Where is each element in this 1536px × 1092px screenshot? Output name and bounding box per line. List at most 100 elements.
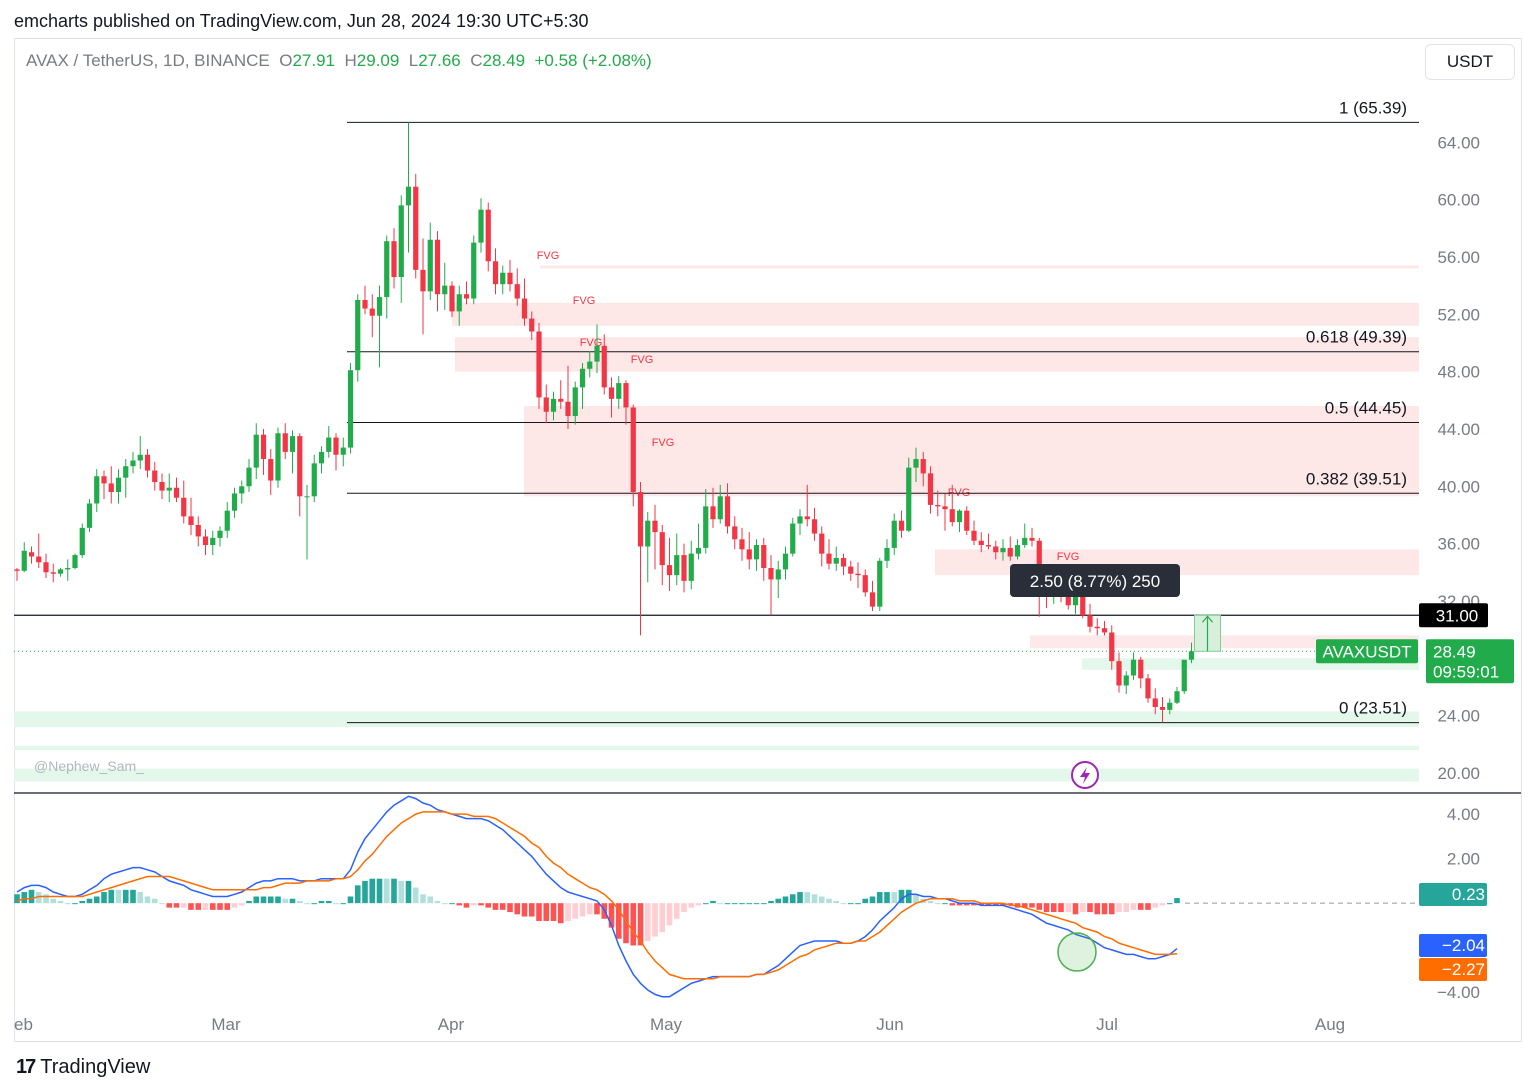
lightning-icon — [1071, 761, 1099, 789]
histogram-bar — [579, 903, 586, 917]
histogram-bar — [151, 898, 158, 904]
candle-body — [36, 556, 42, 563]
candle-body — [529, 318, 535, 332]
histogram-bar — [557, 903, 564, 924]
macd-value-label — [1419, 934, 1487, 957]
candle-body — [391, 241, 397, 278]
high-label: H — [344, 51, 357, 70]
candle-body — [384, 241, 390, 298]
histogram-bar — [905, 889, 912, 904]
candle-body — [376, 297, 383, 316]
histogram-bar — [246, 900, 252, 904]
histogram-bar — [1094, 903, 1101, 915]
fvg-label: FVG — [573, 295, 596, 307]
histogram-bar — [949, 903, 956, 906]
candle-body — [398, 205, 404, 278]
histogram-bar — [180, 903, 187, 908]
histogram-bar — [1065, 903, 1072, 913]
histogram-bar — [485, 903, 492, 908]
histogram-bar — [173, 903, 180, 908]
candle-body — [130, 460, 136, 467]
candle-body — [1094, 626, 1100, 629]
time-tick-label: Apr — [438, 1015, 465, 1034]
candle-body — [115, 477, 122, 493]
histogram-bar — [855, 903, 861, 905]
histogram-bar — [717, 903, 724, 905]
candle-body — [884, 547, 890, 561]
histogram-bar — [1087, 903, 1093, 913]
candle-body — [1065, 595, 1071, 606]
signal-value-label — [1419, 958, 1487, 981]
candle-body — [369, 308, 375, 316]
candle-body — [985, 545, 992, 547]
candle-body — [579, 368, 586, 388]
histogram-bar — [224, 903, 231, 910]
histogram-bar — [652, 903, 658, 937]
macd-axis: 4.00 2.00 −4.00 — [1437, 805, 1480, 1002]
fvg-label: FVG — [537, 250, 560, 262]
price-tick-label: 36.00 — [1437, 535, 1480, 554]
candle-body — [173, 487, 180, 498]
candle-body — [224, 510, 230, 531]
candle-body — [108, 483, 114, 493]
low-label: L — [408, 51, 419, 70]
histogram-bar — [1152, 903, 1159, 908]
histogram-bar — [209, 903, 216, 910]
histogram-bar — [144, 896, 151, 904]
histogram-bar — [296, 900, 303, 904]
histogram-bar — [862, 898, 869, 904]
histogram-bar — [978, 903, 985, 906]
histogram-bar — [362, 880, 368, 904]
candle-body — [1159, 707, 1166, 710]
lightning-icon-bolt — [1080, 767, 1090, 784]
candle-body — [159, 481, 165, 491]
candle-body — [1007, 547, 1013, 557]
candle-body — [637, 492, 644, 547]
candle-body — [543, 397, 549, 412]
histogram-bar — [673, 903, 680, 919]
histogram-bar — [137, 892, 144, 904]
macd-value-label-text: −2.04 — [1442, 936, 1485, 955]
candle-body — [935, 504, 941, 507]
histogram-bar — [1072, 903, 1079, 915]
resistance-axis-text: 31.00 — [1436, 606, 1479, 625]
histogram-bar — [195, 903, 202, 910]
fvg-zone — [455, 337, 1419, 372]
histogram-bar — [869, 896, 876, 904]
histogram-bar — [971, 903, 977, 906]
low-value: 27.66 — [418, 51, 461, 70]
macd-histogram — [14, 878, 1180, 946]
currency-button[interactable]: USDT — [1425, 44, 1515, 80]
histogram-bar — [913, 894, 919, 904]
histogram-bar — [253, 896, 260, 904]
candle-body — [514, 284, 520, 299]
histogram-bar — [14, 894, 20, 904]
histogram-bar — [818, 896, 825, 904]
candle-body — [1181, 659, 1187, 692]
candle-body — [927, 473, 934, 505]
candle-body — [1188, 651, 1195, 660]
histogram-bar — [1007, 903, 1014, 906]
candle-body — [202, 536, 209, 546]
histogram-bar — [572, 903, 579, 919]
demand-zone — [1082, 658, 1419, 670]
candle-body — [623, 383, 629, 408]
candle-body — [601, 345, 607, 388]
candle-body — [906, 467, 912, 531]
histogram-bar — [64, 903, 71, 905]
histogram-bar — [1145, 903, 1151, 910]
tradingview-logo[interactable]: 17 TradingView — [16, 1056, 150, 1079]
candle-body — [652, 520, 658, 533]
fvg-label: FVG — [652, 437, 675, 449]
histogram-bar — [1021, 903, 1028, 908]
histogram-bar — [391, 878, 397, 904]
histogram-bar — [637, 903, 644, 946]
histogram-bar — [956, 903, 963, 906]
candle-body — [28, 552, 35, 557]
candle-body — [65, 567, 71, 570]
histogram-bar — [398, 880, 405, 904]
candle-body — [333, 437, 339, 455]
histogram-bar — [840, 903, 847, 905]
watermark-text: @Nephew_Sam_ — [34, 758, 144, 774]
